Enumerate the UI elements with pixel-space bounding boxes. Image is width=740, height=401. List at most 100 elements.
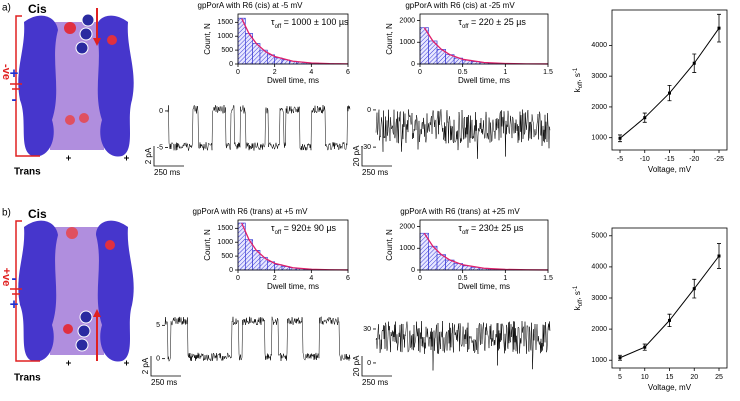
annotation: τoff = 1000 ± 100 µs	[271, 17, 349, 29]
y-tick-label: 0	[411, 61, 415, 68]
marker	[692, 287, 696, 291]
current-trace	[375, 109, 551, 159]
y-label-sup: -1	[573, 285, 579, 291]
x-tick-label: 0	[418, 69, 422, 76]
annotation-text: = 220 ± 25 µs	[469, 17, 527, 27]
chart-title: gpPorA with R6 (cis) at -25 mV	[405, 1, 515, 10]
y-label-text: , s	[573, 73, 582, 81]
x-tick-label: 2	[273, 275, 277, 282]
scale-x-label: 250 ms	[362, 168, 388, 177]
y-tick-label: 0	[367, 107, 371, 114]
x-tick-label: -5	[617, 156, 623, 163]
y-tick-label: 1000	[217, 239, 233, 246]
current-trace	[375, 320, 551, 371]
chart-title: gpPorA with R6 (trans) at +25 mV	[400, 207, 520, 216]
x-axis-label: Dwell time, ms	[458, 282, 510, 291]
x-tick-label: 4	[309, 275, 313, 282]
x-tick-label: 0	[236, 69, 240, 76]
annotation-text: = 1000 ± 100 µs	[281, 17, 349, 27]
marker	[668, 91, 671, 95]
x-tick-label: 0.5	[458, 275, 468, 282]
y-tick-label: 2000	[399, 223, 415, 230]
x-tick-label: 25	[715, 374, 723, 381]
marker	[618, 356, 622, 360]
y-label-sub: off	[578, 299, 584, 306]
y-tick-label: 1500	[217, 19, 233, 26]
plot-frame	[611, 227, 728, 369]
plot-frame	[237, 219, 349, 271]
y-label-sub: off	[578, 81, 584, 88]
y-label-base: k	[573, 305, 582, 310]
y-label-text: , s	[573, 291, 582, 299]
side-label: Cis	[28, 207, 47, 221]
y-axis-label: Count, N	[203, 23, 212, 55]
y-tick-label: -30	[361, 144, 371, 151]
y-tick-label: 4000	[591, 42, 607, 49]
bias-label: -ve	[0, 64, 12, 80]
y-tick-label: 4000	[591, 264, 607, 271]
marker	[717, 26, 721, 30]
current-trace	[167, 104, 351, 151]
x-tick-label: 5	[618, 374, 622, 381]
x-axis-label: Dwell time, ms	[267, 282, 319, 291]
annotation-sub: off	[275, 230, 282, 236]
y-axis-label: Count, N	[385, 23, 394, 55]
annotation-symbol: τ	[271, 17, 275, 27]
y-tick-label: 1500	[217, 225, 233, 232]
x-tick-label: -20	[689, 156, 699, 163]
annotation-sub: off	[462, 230, 469, 236]
x-tick-label: 1	[503, 69, 507, 76]
side-label: Cis	[28, 2, 47, 16]
annotation-symbol: τ	[271, 223, 275, 233]
marker	[717, 254, 721, 258]
marker	[692, 61, 696, 65]
x-tick-label: 0	[418, 275, 422, 282]
y-tick-label: 30	[363, 326, 371, 333]
data-line	[619, 27, 720, 139]
y-axis-label: Count, N	[203, 229, 212, 261]
current-trace	[164, 316, 351, 362]
y-tick-label: 1000	[217, 33, 233, 40]
x-tick-label: 0	[236, 275, 240, 282]
x-tick-label: 1.5	[543, 69, 553, 76]
y-tick-label: 1000	[591, 135, 607, 142]
scale-y-label: 2 pA	[141, 357, 150, 374]
fit-curve	[241, 222, 349, 271]
x-tick-label: 2	[273, 69, 277, 76]
x-tick-label: 0.5	[458, 69, 468, 76]
x-tick-label: -10	[640, 156, 650, 163]
x-tick-label: 20	[690, 374, 698, 381]
side-label: Trans	[14, 167, 41, 178]
x-axis-label: Voltage, mV	[648, 165, 692, 174]
annotation: τoff = 220 ± 25 µs	[458, 17, 526, 29]
y-tick-label: 2000	[399, 17, 415, 24]
scale-bar	[150, 356, 181, 377]
x-tick-label: 10	[641, 374, 649, 381]
x-tick-label: -15	[664, 156, 674, 163]
y-tick-label: 1000	[399, 245, 415, 252]
plot-frame	[237, 13, 349, 65]
plot-frame	[611, 9, 728, 151]
scale-x-label: 250 ms	[362, 378, 388, 387]
y-tick-label: -5	[157, 144, 163, 151]
y-axis-label: koff, s-1	[573, 285, 584, 310]
scale-y-label: 2 pA	[144, 147, 153, 164]
chart-title: gpPorA with R6 (trans) at +5 mV	[193, 207, 309, 216]
plot-frame	[419, 219, 549, 271]
x-tick-label: 1	[503, 275, 507, 282]
y-tick-label: 0	[229, 267, 233, 274]
scale-x-label: 250 ms	[154, 168, 180, 177]
x-tick-label: 6	[346, 275, 350, 282]
panel-label: a)	[2, 3, 11, 14]
sign-label: -	[12, 91, 17, 108]
y-tick-label: 0	[229, 61, 233, 68]
y-tick-label: 1000	[399, 39, 415, 46]
bias-label: +ve	[0, 268, 12, 287]
x-axis-label: Voltage, mV	[648, 383, 692, 392]
y-tick-label: 0	[159, 108, 163, 115]
plot-frame	[419, 13, 549, 65]
scale-bar	[361, 356, 392, 377]
fit-curve	[241, 18, 349, 65]
y-tick-label: 5	[156, 322, 160, 329]
annotation-text: = 230± 25 µs	[469, 223, 524, 233]
